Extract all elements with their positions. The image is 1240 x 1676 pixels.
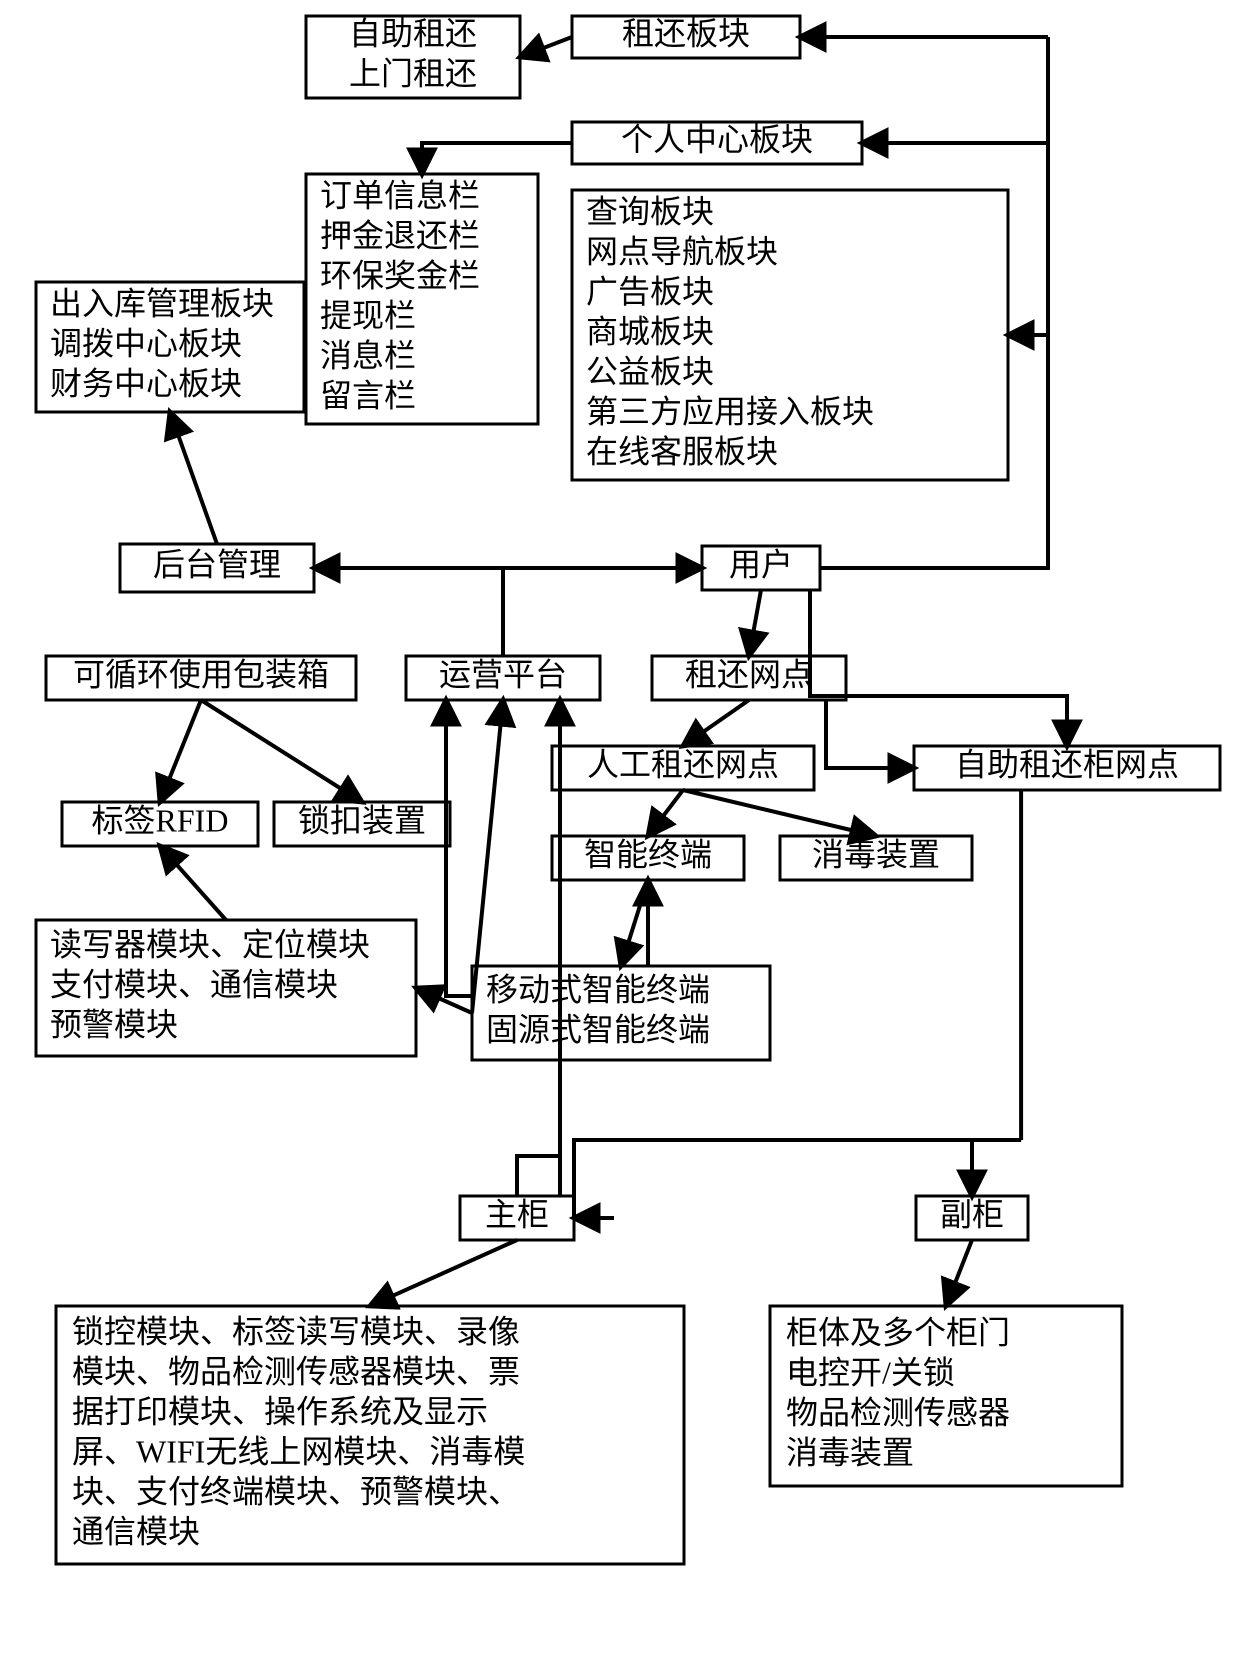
b_backend_list: 出入库管理板块调拨中心板块财务中心板块 [36,282,304,412]
b_rent_return_block: 租还板块 [572,15,800,58]
b_sub_modules-line1: 电控开/关锁 [786,1354,955,1390]
b_sub_cabinet: 副柜 [916,1196,1028,1240]
b_rw_modules-line1: 支付模块、通信模块 [50,966,338,1002]
b_lock: 锁扣装置 [274,802,450,846]
b_order_info-line0: 订单信息栏 [320,177,480,213]
b_sub_modules-line2: 物品检测传感器 [786,1394,1010,1430]
b_order_info: 订单信息栏押金退还栏环保奖金栏提现栏消息栏留言栏 [306,174,538,424]
b_sub_modules-line3: 消毒装置 [786,1434,914,1470]
b_op_platform: 运营平台 [406,656,600,700]
b_main_cabinet-line0: 主柜 [485,1196,549,1232]
b_manual_site-line0: 人工租还网点 [587,746,779,782]
b_backend_list-line1: 调拨中心板块 [50,325,242,361]
edge [160,846,226,920]
edge [820,37,1048,568]
b_self_door-line0: 自助租还 [349,15,477,51]
b_backend: 后台管理 [120,544,314,592]
b_modules7: 查询板块网点导航板块广告板块商城板块公益板块第三方应用接入板块在线客服板块 [572,190,1008,480]
b_main_modules-line1: 模块、物品检测传感器模块、票 [72,1353,520,1389]
edge [621,880,648,966]
b_modules7-line6: 在线客服板块 [586,433,778,469]
edge [683,700,749,746]
b_terminal_types-line1: 固源式智能终端 [486,1011,710,1047]
edge [683,790,876,836]
b_order_info-line2: 环保奖金栏 [320,257,480,293]
edge [446,700,472,996]
b_smart_terminal-line0: 智能终端 [584,836,712,872]
edge [810,590,1067,746]
b_main_modules-line2: 据打印模块、操作系统及显示 [72,1393,488,1429]
b_self_cabinet_site: 自助租还柜网点 [914,746,1220,790]
edge [520,37,572,57]
b_sub_cabinet-line0: 副柜 [940,1196,1004,1232]
b_order_info-line3: 提现栏 [320,297,416,333]
b_rental_site: 租还网点 [652,656,846,700]
b_self_cabinet_site-line0: 自助租还柜网点 [955,746,1179,782]
edge [170,412,217,544]
b_smart_terminal: 智能终端 [552,836,744,880]
edge [972,1140,1021,1196]
b_backend_list-line0: 出入库管理板块 [50,285,274,321]
b_personal_center-line0: 个人中心板块 [621,121,813,157]
b_terminal_types: 移动式智能终端固源式智能终端 [472,966,770,1060]
b_rental_site-line0: 租还网点 [685,656,813,692]
edge [370,1240,517,1306]
b_rw_modules-line2: 预警模块 [50,1006,178,1042]
b_lock-line0: 锁扣装置 [298,802,426,838]
b_rw_modules: 读写器模块、定位模块支付模块、通信模块预警模块 [36,920,416,1056]
edge [946,1240,972,1306]
b_order_info-line1: 押金退还栏 [320,217,480,253]
b_recycle_box-line0: 可循环使用包装箱 [73,656,329,692]
b_self_door-line1: 上门租还 [349,55,477,91]
edge [648,790,683,836]
b_backend_list-line2: 财务中心板块 [50,365,242,401]
b_user-line0: 用户 [729,546,793,582]
edge [826,700,914,768]
b_op_platform-line0: 运营平台 [439,656,567,692]
b_disinfection-line0: 消毒装置 [812,836,940,872]
b_main_modules-line4: 块、支付终端模块、预警模块、 [72,1473,520,1509]
b_self_door: 自助租还上门租还 [306,15,520,98]
b_terminal_types-line0: 移动式智能终端 [486,971,710,1007]
b_main_modules-line0: 锁控模块、标签读写模块、录像 [72,1313,520,1349]
edge [160,700,201,802]
b_main_modules: 锁控模块、标签读写模块、录像模块、物品检测传感器模块、票据打印模块、操作系统及显… [56,1306,684,1564]
b_rfid: 标签RFID [62,802,258,846]
b_recycle_box: 可循环使用包装箱 [46,656,356,700]
b_main_modules-line3: 屏、WIFI无线上网模块、消毒模 [72,1433,525,1469]
b_rent_return_block-line0: 租还板块 [622,15,750,51]
b_modules7-line2: 广告板块 [586,273,714,309]
b_sub_modules-line0: 柜体及多个柜门 [786,1314,1010,1350]
b_modules7-line5: 第三方应用接入板块 [586,393,874,429]
b_order_info-line5: 留言栏 [320,377,416,413]
edge [422,143,572,174]
b_modules7-line0: 查询板块 [586,193,714,229]
b_disinfection: 消毒装置 [780,836,972,880]
edge [517,1156,560,1196]
b_main_modules-line5: 通信模块 [72,1513,200,1549]
b_modules7-line4: 公益板块 [586,353,714,389]
b_user: 用户 [702,546,820,590]
b_sub_modules: 柜体及多个柜门电控开/关锁物品检测传感器消毒装置 [770,1306,1122,1486]
b_rw_modules-line0: 读写器模块、定位模块 [50,926,370,962]
b_backend-line0: 后台管理 [153,546,281,582]
b_modules7-line1: 网点导航板块 [586,233,778,269]
b_main_cabinet: 主柜 [460,1196,574,1240]
edge [201,700,362,802]
b_order_info-line4: 消息栏 [320,337,416,373]
edge [749,590,761,656]
b_modules7-line3: 商城板块 [586,313,714,349]
b_personal_center: 个人中心板块 [572,121,862,164]
b_manual_site: 人工租还网点 [552,746,814,790]
b_rfid-line0: 标签RFID [92,802,229,838]
